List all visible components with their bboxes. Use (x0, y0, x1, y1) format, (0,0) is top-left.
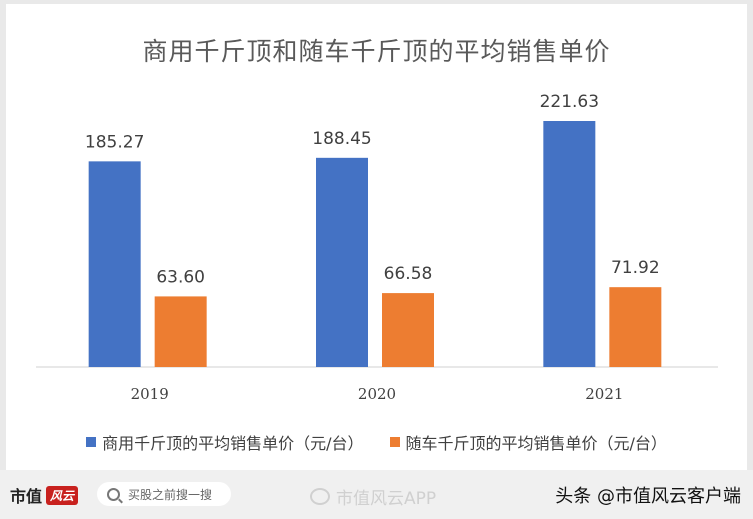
legend-item-vehicle: 随车千斤顶的平均销售单价（元/台） (389, 430, 667, 454)
search-icon (107, 487, 120, 501)
data-label-commercial-2021: 221.63 (540, 92, 599, 112)
bar-vehicle-2020 (382, 293, 434, 367)
data-label-commercial-2020: 188.45 (312, 129, 371, 149)
chart-card: 商用千斤顶和随车千斤顶的平均销售单价 185.27 63.60 2019 188.45… (6, 4, 747, 470)
legend-swatch-blue (86, 437, 97, 447)
bar-commercial-2020 (316, 157, 368, 367)
legend-label-commercial: 商用千斤顶的平均销售单价（元/台） (102, 434, 364, 453)
weibo-watermark: 市值风云APP (310, 484, 436, 509)
weibo-text: 市值风云APP (336, 489, 437, 509)
chart-legend: 商用千斤顶的平均销售单价（元/台） 随车千斤顶的平均销售单价（元/台） (6, 430, 747, 454)
bar-commercial-2021 (543, 121, 596, 367)
brand-name: 市值 (10, 487, 43, 506)
data-label-vehicle-2021: 71.92 (611, 258, 660, 278)
data-label-vehicle-2020: 66.58 (384, 264, 433, 284)
legend-swatch-orange (389, 437, 400, 447)
bar-vehicle-2019 (154, 296, 207, 367)
toutiao-credit[interactable]: 头条 @市值风云客户端 (555, 486, 741, 507)
bar-commercial-2019 (88, 161, 141, 367)
search-box[interactable]: 买股之前搜一搜 (97, 482, 231, 506)
footer-bar: 市值 风云 买股之前搜一搜 市值风云APP 头条 @市值风云客户端 (0, 470, 753, 519)
data-label-vehicle-2019: 63.60 (156, 267, 205, 287)
weibo-icon (310, 488, 330, 505)
x-tick-label-2019: 2019 (131, 385, 169, 403)
search-placeholder: 买股之前搜一搜 (128, 487, 213, 502)
brand-logo[interactable]: 市值 风云 (10, 483, 79, 507)
bar-vehicle-2021 (609, 287, 662, 367)
legend-item-commercial: 商用千斤顶的平均销售单价（元/台） (86, 430, 364, 454)
chart-title: 商用千斤顶和随车千斤顶的平均销售单价 (142, 37, 611, 66)
data-label-commercial-2019: 185.27 (85, 132, 144, 152)
x-tick-label-2021: 2021 (585, 385, 623, 403)
bar-chart: 185.27 63.60 2019 188.45 66.58 2020 221.63 71.9… (36, 92, 718, 403)
brand-mark: 风云 (46, 485, 79, 505)
x-tick-label-2020: 2020 (358, 385, 396, 403)
legend-label-vehicle: 随车千斤顶的平均销售单价（元/台） (405, 434, 667, 453)
